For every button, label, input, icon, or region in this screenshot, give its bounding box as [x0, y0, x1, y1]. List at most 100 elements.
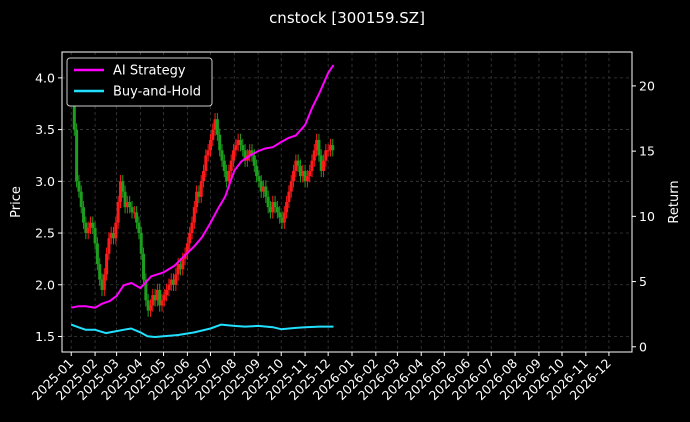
candle-body [287, 191, 291, 202]
candle-body [185, 243, 189, 254]
candle-body [292, 170, 296, 182]
candle-body [151, 295, 155, 306]
candle-body [285, 202, 289, 213]
candle-body [204, 155, 208, 171]
candle-body [236, 139, 240, 146]
candle-body [301, 170, 305, 177]
y-tick-label-right: 0 [639, 339, 647, 354]
candle-body [262, 186, 266, 192]
y-tick-label-right: 15 [639, 144, 655, 159]
candle-body [153, 295, 157, 301]
candle-body [326, 150, 330, 152]
candle-body [308, 170, 312, 177]
candle-body [213, 119, 217, 130]
candle-body [100, 279, 104, 290]
chart-title: cnstock [300159.SZ] [269, 9, 425, 27]
candle-body [174, 274, 178, 285]
candle-body [271, 202, 275, 213]
candle-body [75, 129, 79, 182]
candle-body [238, 139, 242, 146]
candle-body [317, 139, 321, 156]
candle-body [324, 150, 328, 161]
candle-body [222, 160, 226, 171]
candle-body [107, 238, 111, 254]
y-tick-label-right: 20 [639, 78, 655, 93]
candle-body [139, 233, 143, 254]
candles [70, 82, 335, 317]
candle-body [275, 207, 279, 213]
candle-body [255, 165, 259, 177]
y-tick-label-right: 5 [639, 274, 647, 289]
candle-body [312, 150, 316, 161]
candle-body [208, 139, 212, 151]
candle-body [220, 150, 224, 161]
candle-body [165, 289, 169, 296]
candle-body [114, 222, 118, 239]
candle-body [218, 134, 222, 151]
y-tick-label-left: 3.0 [35, 174, 55, 189]
candle-body [197, 191, 201, 197]
candle-body [137, 222, 141, 234]
candle-body [84, 222, 88, 234]
series-lines [70, 64, 335, 338]
candle-body [319, 155, 323, 171]
candle-body [95, 243, 99, 265]
candle-body [79, 191, 83, 208]
axes-frame [61, 51, 633, 353]
candle-body [252, 155, 256, 166]
y-tick-label-left: 2.5 [35, 226, 55, 241]
candle-body [130, 207, 134, 213]
legend: AI Strategy Buy-and-Hold [66, 57, 213, 107]
candle-body [112, 233, 116, 239]
candle-body [188, 233, 192, 244]
candle-body [91, 222, 95, 228]
y-axis-label-right: Return [667, 180, 682, 223]
candle-body [116, 202, 120, 223]
candle-body [243, 150, 247, 161]
candle-body [296, 160, 300, 166]
candle-body [158, 289, 162, 306]
candle-body [98, 264, 102, 280]
candle-body [176, 264, 180, 275]
candle-body [82, 207, 86, 223]
candle-body [195, 191, 199, 208]
candle-body [144, 279, 148, 301]
candle-body [206, 150, 210, 156]
candle-body [241, 145, 245, 151]
y-tick-label-right: 10 [639, 209, 655, 224]
candle-body [264, 186, 268, 197]
candle-body [105, 253, 109, 275]
candle-body [190, 222, 194, 234]
candle-body [268, 207, 272, 213]
ticks: 2025-012025-022025-032025-042025-052025-… [29, 70, 655, 403]
candle-body [172, 279, 176, 285]
candle-body [225, 170, 229, 182]
candle-body [128, 202, 132, 208]
candle-body [88, 222, 92, 228]
candle-body [266, 196, 270, 208]
candle-body [298, 165, 302, 177]
candle-body [146, 300, 150, 311]
candle-body [148, 305, 152, 311]
y-tick-label-left: 3.5 [35, 122, 55, 137]
candle-body [178, 264, 182, 270]
candle-body [77, 181, 81, 192]
candle-body [278, 212, 282, 218]
candle-body [280, 217, 284, 223]
candle-body [229, 160, 233, 171]
candle-body [162, 295, 166, 301]
candle-body [93, 227, 97, 244]
grid [62, 52, 632, 352]
candle-body [160, 300, 164, 306]
candle-body [167, 284, 171, 290]
candle-body [155, 289, 159, 301]
candle-body [303, 170, 307, 182]
candle-body [232, 150, 236, 161]
y-tick-label-left: 2.0 [35, 277, 55, 292]
candle-body [294, 160, 298, 171]
candle-body [227, 170, 231, 182]
candle-body [121, 181, 125, 192]
candle-body [169, 279, 173, 285]
candle-body [234, 145, 238, 151]
candle-body [259, 181, 263, 192]
